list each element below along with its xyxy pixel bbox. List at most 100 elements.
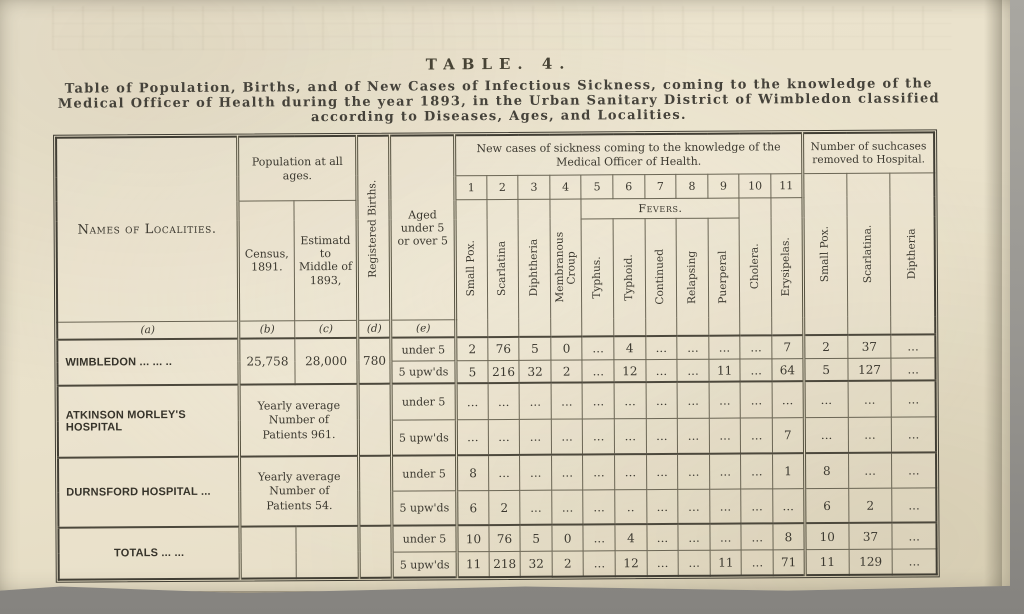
case-cell: 10	[457, 525, 489, 552]
case-cell: ...	[772, 381, 805, 418]
case-cell: ...	[677, 382, 710, 419]
case-cell: ...	[709, 417, 741, 455]
case-cell: 5	[519, 337, 551, 361]
header-sickness-group: New cases of sickness coming to the know…	[454, 133, 803, 176]
estimated-cell: 28,000	[294, 338, 359, 385]
header-census: Census, 1891.	[237, 200, 295, 322]
case-cell: 2	[551, 550, 584, 578]
case-cell: ...	[645, 359, 678, 383]
header-col-number-5: 5	[581, 174, 614, 199]
case-cell: ...	[741, 488, 773, 524]
header-aged: Aged under 5 or over 5	[389, 135, 456, 321]
hospital-cell: ...	[847, 417, 892, 454]
case-cell: ...	[709, 523, 742, 551]
hospital-cell: 2	[848, 488, 893, 524]
hospital-cell: 129	[848, 549, 893, 576]
hospital-cell: ...	[848, 453, 893, 489]
case-cell: ...	[645, 336, 678, 360]
case-cell: ...	[551, 489, 584, 526]
case-cell: 11	[708, 358, 741, 383]
header-names-of-localities: Names of Localities.	[56, 137, 239, 323]
header-disease-continued: Continued	[644, 218, 678, 337]
aged-cell: 5 upw'ds	[390, 360, 457, 385]
header-col-number-10: 10	[739, 173, 771, 198]
table-4: Names of Localities. Population at all a…	[53, 129, 940, 584]
case-cell: ...	[519, 383, 552, 420]
case-cell: ...	[519, 419, 552, 456]
case-cell: ...	[614, 454, 647, 490]
header-key-e: (e)	[390, 319, 456, 339]
case-cell: ...	[708, 335, 741, 360]
case-cell: ...	[583, 524, 616, 551]
hospital-cell: 6	[804, 488, 849, 524]
case-cell: ...	[582, 382, 615, 419]
case-cell: ...	[709, 453, 742, 490]
case-cell: 2	[550, 359, 583, 384]
header-key-b: (b)	[238, 320, 295, 340]
header-col-number-4: 4	[549, 174, 582, 200]
case-cell: 0	[551, 524, 584, 552]
page-showthrough-ghost	[52, 6, 952, 50]
locality-name-cell: WIMBLEDON ... ... ..	[57, 339, 240, 387]
header-disease-small-pox: Small Pox.	[455, 199, 488, 338]
case-cell: ...	[740, 453, 773, 489]
case-cell: ...	[677, 454, 710, 490]
case-cell: ...	[583, 550, 616, 577]
aged-cell: under 5	[391, 455, 457, 492]
header-hospital-diphtheria: Diptheria	[890, 172, 936, 336]
case-cell: 76	[488, 525, 521, 552]
locality-name-cell: DURNSFORD HOSPITAL ...	[58, 457, 240, 529]
locality-name-cell: ATKINSON MORLEY'S HOSPITAL	[57, 385, 240, 459]
births-cell	[358, 384, 392, 457]
case-cell: 1	[772, 453, 805, 489]
header-col-number-9: 9	[707, 173, 740, 199]
table-row: ATKINSON MORLEY'S HOSPITAL Yearly average…	[57, 380, 936, 459]
census-cell: 25,758	[238, 338, 296, 386]
case-cell: ...	[678, 524, 710, 551]
header-key-a: (a)	[57, 321, 239, 341]
header-col-number-8: 8	[676, 174, 708, 199]
estimated-cell	[295, 526, 360, 579]
case-cell: ...	[456, 419, 489, 456]
header-col-number-7: 7	[644, 174, 677, 199]
hospital-cell: 37	[847, 335, 892, 359]
hospital-cell: ...	[803, 381, 848, 418]
case-cell: ...	[678, 550, 711, 577]
hospital-cell: ...	[892, 522, 937, 550]
case-cell: 71	[773, 549, 806, 576]
case-cell: 4	[615, 524, 647, 551]
case-cell: 7	[771, 335, 804, 359]
header-disease-puerperal: Puerperal	[707, 217, 741, 337]
page-subtitle: Table of Population, Births, and of New …	[57, 76, 940, 125]
header-col-number-11: 11	[770, 173, 803, 198]
aged-cell: under 5	[390, 383, 457, 421]
case-cell: ...	[740, 358, 773, 382]
header-disease-typhus: Typhus.	[581, 218, 614, 337]
case-cell: ...	[582, 336, 615, 360]
header-hospital-small-pox: Small Pox.	[802, 173, 848, 336]
hospital-cell: 37	[848, 523, 893, 550]
table-row: DURNSFORD HOSPITAL ... Yearly average Num…	[58, 452, 937, 529]
hospital-cell: ...	[891, 416, 937, 454]
hospital-cell: ...	[892, 487, 937, 524]
case-cell: 5	[520, 525, 552, 552]
hospital-cell: ...	[892, 548, 937, 576]
header-estimated: Estimatd to Middle of 1893,	[293, 200, 358, 321]
case-cell: ...	[677, 418, 710, 455]
case-cell: 64	[771, 358, 804, 382]
header-registered-births: Registered Births.	[356, 136, 391, 321]
case-cell: ...	[614, 418, 647, 455]
header-col-number-2: 2	[486, 175, 519, 200]
header-col-number-3: 3	[518, 175, 550, 200]
hospital-cell: 5	[803, 358, 848, 382]
header-disease-erysipelas: Erysipelas.	[770, 197, 804, 336]
page-title: TABLE. 4.	[425, 54, 572, 74]
case-cell: ...	[646, 454, 678, 490]
hospital-cell: ...	[891, 334, 936, 359]
case-cell: ...	[646, 489, 679, 525]
table-body: WIMBLEDON ... ... .. 25,758 28,000 780 under…	[57, 334, 937, 581]
case-cell: ..	[614, 489, 647, 525]
case-cell: ...	[677, 336, 709, 360]
page-content: TABLE. 4. Table of Population, Births, a…	[53, 54, 940, 584]
